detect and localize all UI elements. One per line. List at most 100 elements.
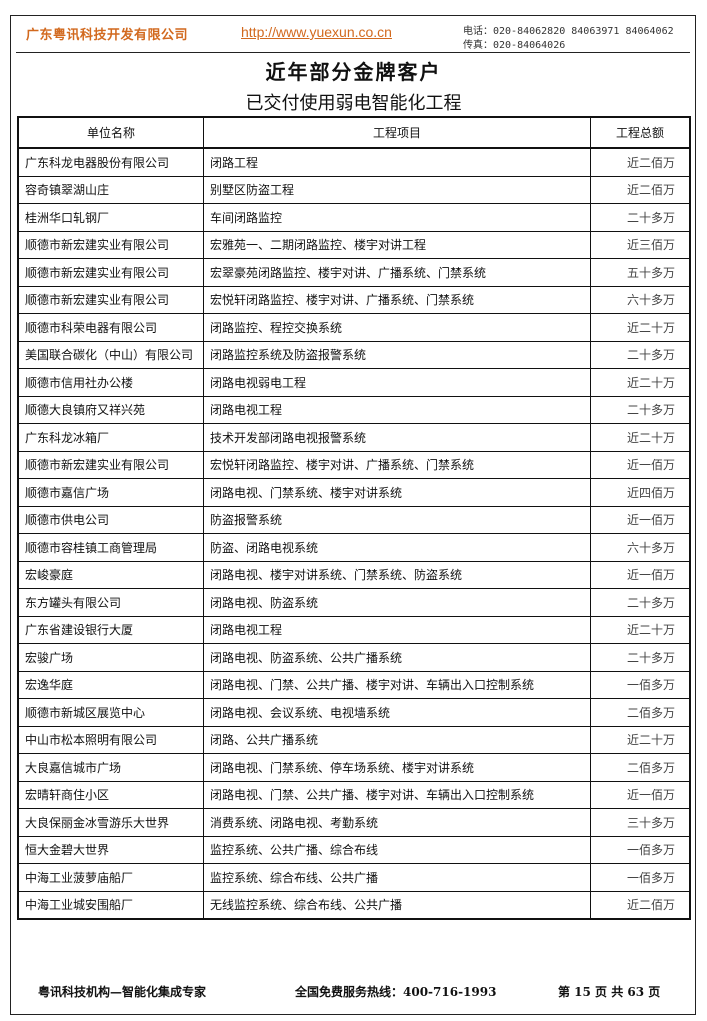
cell-unit-name: 顺德市供电公司 [17,505,204,534]
cell-project: 闭路电视、防盗系统、公共广播系统 [203,643,591,672]
cell-amount: 近一佰万 [590,780,691,809]
table-row: 顺德市新宏建实业有限公司 宏悦轩闭路监控、楼宇对讲、广播系统、门禁系统 六十多万 [17,285,691,314]
cell-amount: 一佰多万 [590,863,691,892]
table-row: 宏骏广场 闭路电视、防盗系统、公共广播系统 二十多万 [17,643,691,672]
table-row: 广东科龙电器股份有限公司 闭路工程 近二佰万 [17,147,691,177]
table-row: 顺德市容桂镇工商管理局 防盗、闭路电视系统 六十多万 [17,533,691,562]
client-table: 单位名称 工程项目 工程总额 广东科龙电器股份有限公司 闭路工程 近二佰万 容奇镇翠湖… [17,116,691,920]
table-row: 广东省建设银行大厦 闭路电视工程 近二十万 [17,615,691,644]
cell-unit-name: 顺德市科荣电器有限公司 [17,313,204,342]
cell-amount: 三十多万 [590,808,691,837]
table-row: 中山市松本照明有限公司 闭路、公共广播系统 近二十万 [17,725,691,754]
footer-slogan: 粤讯科技机构—智能化集成专家 [38,985,207,999]
table-row: 顺德市信用社办公楼 闭路电视弱电工程 近二十万 [17,368,691,397]
website-link[interactable]: http://www.yuexun.co.cn [241,24,392,40]
cell-unit-name: 恒大金碧大世界 [17,835,204,864]
footer-page-number: 第 15 页 共 63 页 [558,985,661,999]
table-header-row: 单位名称 工程项目 工程总额 [17,116,691,149]
cell-unit-name: 容奇镇翠湖山庄 [17,175,204,204]
cell-amount: 近三佰万 [590,230,691,259]
page-frame [10,15,696,1015]
cell-unit-name: 大良保丽金冰雪游乐大世界 [17,808,204,837]
cell-project: 监控系统、综合布线、公共广播 [203,863,591,892]
cell-project: 闭路电视工程 [203,395,591,424]
table-row: 宏逸华庭 闭路电视、门禁、公共广播、楼宇对讲、车辆出入口控制系统 一佰多万 [17,670,691,699]
cell-project: 闭路电视、会议系统、电视墙系统 [203,698,591,727]
table-row: 顺德大良镇府又祥兴苑 闭路电视工程 二十多万 [17,395,691,424]
cell-unit-name: 东方罐头有限公司 [17,588,204,617]
cell-unit-name: 顺德大良镇府又祥兴苑 [17,395,204,424]
cell-unit-name: 宏峻豪庭 [17,560,204,589]
table-row: 顺德市供电公司 防盗报警系统 近一佰万 [17,505,691,534]
cell-unit-name: 顺德市新宏建实业有限公司 [17,285,204,314]
page-subtitle: 已交付使用弱电智能化工程 [245,93,462,114]
cell-amount: 二十多万 [590,340,691,369]
cell-project: 闭路电视、防盗系统 [203,588,591,617]
cell-amount: 近一佰万 [590,505,691,534]
cell-project: 闭路电视、门禁系统、楼宇对讲系统 [203,478,591,507]
cell-unit-name: 广东省建设银行大厦 [17,615,204,644]
header-divider [16,52,690,53]
cell-project: 闭路电视、门禁、公共广播、楼宇对讲、车辆出入口控制系统 [203,670,591,699]
table-row: 顺德市新宏建实业有限公司 宏翠豪苑闭路监控、楼宇对讲、广播系统、门禁系统 五十多万 [17,258,691,287]
cell-amount: 近一佰万 [590,560,691,589]
col-header-project: 工程项目 [203,116,591,149]
table-row: 顺德市科荣电器有限公司 闭路监控、程控交换系统 近二十万 [17,313,691,342]
cell-amount: 近一佰万 [590,450,691,479]
cell-project: 闭路监控系统及防盗报警系统 [203,340,591,369]
cell-amount: 六十多万 [590,533,691,562]
col-header-amount: 工程总额 [590,116,691,149]
cell-project: 宏悦轩闭路监控、楼宇对讲、广播系统、门禁系统 [203,285,591,314]
table-row: 恒大金碧大世界 监控系统、公共广播、综合布线 一佰多万 [17,835,691,864]
cell-unit-name: 顺德市新宏建实业有限公司 [17,450,204,479]
table-row: 顺德市新宏建实业有限公司 宏雅苑一、二期闭路监控、楼宇对讲工程 近三佰万 [17,230,691,259]
cell-unit-name: 顺德市嘉信广场 [17,478,204,507]
cell-project: 防盗报警系统 [203,505,591,534]
cell-amount: 二十多万 [590,643,691,672]
cell-project: 闭路电视、楼宇对讲系统、门禁系统、防盗系统 [203,560,591,589]
table-row: 大良保丽金冰雪游乐大世界 消费系统、闭路电视、考勤系统 三十多万 [17,808,691,837]
cell-unit-name: 顺德市容桂镇工商管理局 [17,533,204,562]
cell-project: 监控系统、公共广播、综合布线 [203,835,591,864]
table-row: 东方罐头有限公司 闭路电视、防盗系统 二十多万 [17,588,691,617]
cell-unit-name: 中海工业城安围船厂 [17,890,204,920]
table-row: 宏峻豪庭 闭路电视、楼宇对讲系统、门禁系统、防盗系统 近一佰万 [17,560,691,589]
cell-unit-name: 顺德市新宏建实业有限公司 [17,258,204,287]
col-header-unit: 单位名称 [17,116,204,149]
cell-amount: 近二十万 [590,313,691,342]
cell-amount: 二佰多万 [590,698,691,727]
cell-unit-name: 中海工业菠萝庙船厂 [17,863,204,892]
cell-unit-name: 宏骏广场 [17,643,204,672]
table-row: 中海工业菠萝庙船厂 监控系统、综合布线、公共广播 一佰多万 [17,863,691,892]
cell-project: 技术开发部闭路电视报警系统 [203,423,591,452]
fax: 传真：020-84064026 [463,40,566,51]
table-row: 顺德市新城区展览中心 闭路电视、会议系统、电视墙系统 二佰多万 [17,698,691,727]
cell-project: 闭路工程 [203,147,591,177]
cell-project: 宏悦轩闭路监控、楼宇对讲、广播系统、门禁系统 [203,450,591,479]
cell-unit-name: 顺德市新宏建实业有限公司 [17,230,204,259]
contact-info: 电话：020-84062820 84063971 84064062 传真：020… [463,25,674,53]
table-row: 桂洲华口轧钢厂 车间闭路监控 二十多万 [17,203,691,232]
cell-amount: 二十多万 [590,395,691,424]
cell-project: 闭路监控、程控交换系统 [203,313,591,342]
cell-amount: 近二十万 [590,615,691,644]
cell-amount: 二佰多万 [590,753,691,782]
cell-unit-name: 中山市松本照明有限公司 [17,725,204,754]
cell-amount: 一佰多万 [590,835,691,864]
page-title: 近年部分金牌客户 [265,60,442,84]
cell-project: 闭路电视弱电工程 [203,368,591,397]
cell-project: 防盗、闭路电视系统 [203,533,591,562]
cell-project: 宏雅苑一、二期闭路监控、楼宇对讲工程 [203,230,591,259]
cell-unit-name: 美国联合碳化（中山）有限公司 [17,340,204,369]
cell-project: 别墅区防盗工程 [203,175,591,204]
cell-amount: 二十多万 [590,588,691,617]
cell-unit-name: 广东科龙冰箱厂 [17,423,204,452]
cell-project: 闭路电视工程 [203,615,591,644]
table-row: 美国联合碳化（中山）有限公司 闭路监控系统及防盗报警系统 二十多万 [17,340,691,369]
cell-unit-name: 顺德市信用社办公楼 [17,368,204,397]
cell-unit-name: 宏晴轩商住小区 [17,780,204,809]
table-row: 容奇镇翠湖山庄 别墅区防盗工程 近二佰万 [17,175,691,204]
footer-hotline: 全国免费服务热线：400-716-1993 [295,985,497,999]
cell-amount: 二十多万 [590,203,691,232]
table-row: 大良嘉信城市广场 闭路电视、门禁系统、停车场系统、楼宇对讲系统 二佰多万 [17,753,691,782]
